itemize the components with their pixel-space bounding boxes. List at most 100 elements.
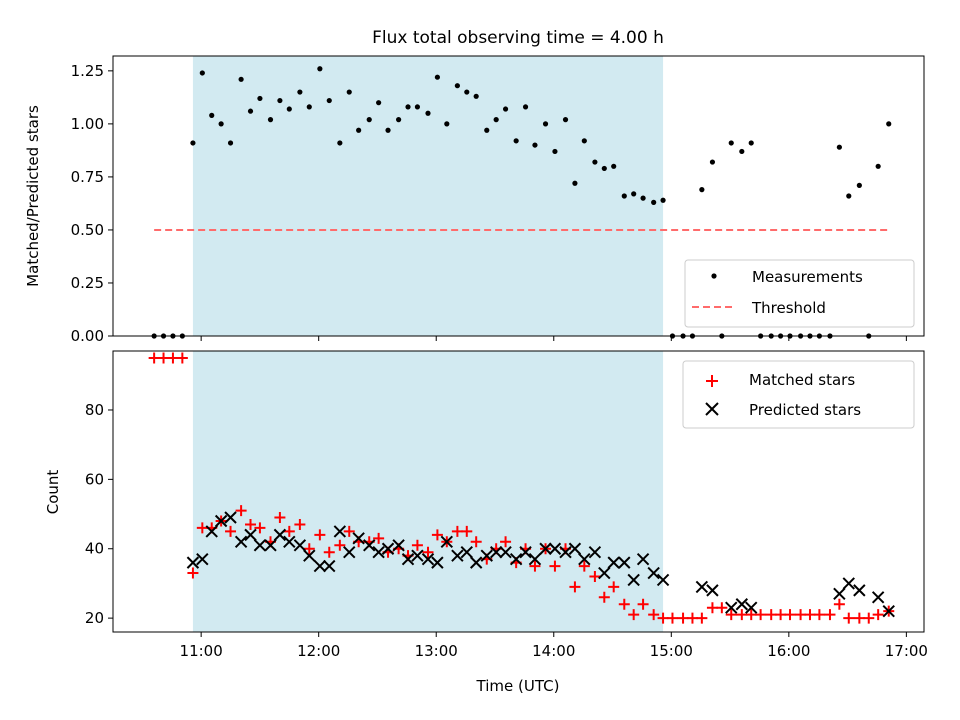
ratio-ytick-label: 1.00: [71, 115, 104, 133]
matched-star-point: [274, 512, 286, 524]
predicted-star-point: [509, 552, 523, 566]
predicted-star-point: [323, 559, 336, 573]
predicted-star-point: [451, 549, 464, 562]
matched-star-point: [235, 505, 247, 517]
counts-ytick-label: 80: [85, 401, 104, 419]
measurement-point: [267, 117, 274, 123]
measurement-point: [190, 140, 196, 146]
legend-matched-marker: [706, 375, 718, 387]
predicted-star-point: [293, 539, 307, 552]
matched-star-point: [628, 609, 640, 621]
matched-star-point: [549, 560, 561, 572]
predicted-star-point: [636, 552, 650, 566]
matched-star-point: [470, 536, 482, 548]
measurement-point: [385, 127, 391, 133]
measurement-point: [247, 108, 254, 114]
matched-star-point: [167, 352, 179, 364]
measurement-point: [227, 140, 234, 146]
measurement-point: [699, 187, 705, 193]
predicted-star-point: [647, 566, 660, 580]
counts-panel-frame: [112, 350, 925, 633]
matched-star-point: [648, 609, 660, 621]
matched-star-point: [529, 560, 541, 572]
matched-star-point: [696, 612, 708, 624]
predicted-star-point: [656, 573, 670, 587]
predicted-star-point: [833, 587, 846, 601]
measurement-point: [581, 138, 587, 144]
measurement-point: [651, 199, 657, 205]
predicted-star-point: [363, 539, 376, 552]
predicted-star-point: [264, 539, 277, 552]
counts-panel-ylabel: Count: [44, 470, 62, 515]
predicted-star-point: [224, 511, 237, 524]
measurement-point: [366, 117, 372, 123]
ratio-ytick-label: 0.50: [71, 221, 104, 239]
predicted-star-point: [745, 601, 758, 614]
predicted-star-point: [618, 556, 631, 569]
measurement-point: [660, 197, 666, 203]
matched-star-point: [569, 581, 581, 593]
measurement-point: [601, 165, 607, 172]
ratio-panel-title: Flux total observing time = 4.00 h: [372, 28, 664, 48]
predicted-star-point: [283, 535, 296, 549]
measurement-point: [238, 76, 244, 82]
predicted-star-point: [842, 577, 855, 590]
matched-star-point: [187, 567, 199, 579]
counts-panel: 20 40 60 80 11:00 12:00 13:00 14:00 15:00 16:00 1…: [44, 350, 928, 695]
measurement-point: [356, 127, 362, 133]
legend-predicted-marker: [705, 402, 719, 416]
matched-star-point: [294, 518, 306, 530]
matched-star-point: [853, 612, 865, 624]
measurement-point: [454, 83, 460, 89]
ratio-ytick-label: 0.75: [71, 168, 104, 186]
measurement-point: [286, 106, 292, 112]
matched-star-point: [500, 536, 512, 548]
counts-xtick-label: 13:00: [415, 642, 458, 660]
ratio-ytick-label: 0.00: [71, 327, 104, 345]
predicted-star-point: [460, 546, 473, 559]
matched-star-point: [373, 532, 385, 544]
predicted-star-point: [372, 546, 385, 559]
matched-star-point: [677, 612, 689, 624]
predicted-star-point: [853, 584, 866, 597]
ratio-legend-box: [684, 259, 915, 328]
measurement-point: [611, 163, 617, 169]
legend-measurements-marker: [711, 273, 717, 279]
predicted-star-point: [598, 566, 611, 580]
counts-ytick-label: 40: [85, 540, 104, 558]
matched-star-point: [725, 609, 737, 621]
counts-observing-span: [192, 351, 664, 632]
legend-matched-label: Matched stars: [749, 371, 855, 389]
matched-star-point: [666, 612, 678, 624]
measurement-point: [297, 89, 303, 95]
measurement-point: [572, 180, 578, 186]
measurement-point: [846, 193, 852, 199]
legend-threshold-label: Threshold: [751, 299, 826, 317]
measurement-point: [748, 140, 754, 146]
measurement-point: [277, 97, 283, 104]
matched-star-point: [283, 525, 295, 537]
matched-star-point: [804, 609, 816, 621]
matched-star-point: [784, 609, 796, 621]
predicted-star-point: [273, 528, 287, 542]
ratio-observing-span: [192, 56, 664, 336]
matched-star-point: [795, 609, 807, 621]
predicted-star-point: [196, 552, 209, 566]
ratio-ytick-label: 1.25: [71, 62, 104, 80]
predicted-star-point: [253, 539, 267, 552]
matched-star-point: [196, 522, 208, 534]
predicted-star-point: [205, 525, 218, 538]
matched-star-point: [411, 539, 423, 551]
ratio-panel: 0.00 0.25 0.50 0.75 1.00 1.25 Flux total obse…: [24, 28, 925, 345]
matched-star-point: [461, 525, 473, 537]
measurement-point: [473, 93, 479, 99]
measurement-point: [396, 117, 402, 123]
predicted-star-point: [440, 535, 454, 549]
matched-star-point: [148, 352, 160, 364]
measurement-point: [414, 104, 421, 110]
measurement-point: [405, 104, 411, 110]
matched-star-point: [765, 609, 777, 621]
counts-legend-box: [682, 360, 915, 429]
measurement-point: [739, 148, 745, 155]
matched-star-point: [589, 570, 601, 582]
